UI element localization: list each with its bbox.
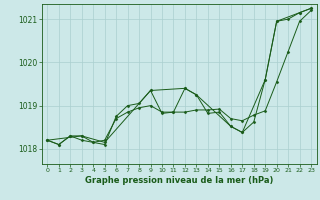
X-axis label: Graphe pression niveau de la mer (hPa): Graphe pression niveau de la mer (hPa) [85, 176, 273, 185]
